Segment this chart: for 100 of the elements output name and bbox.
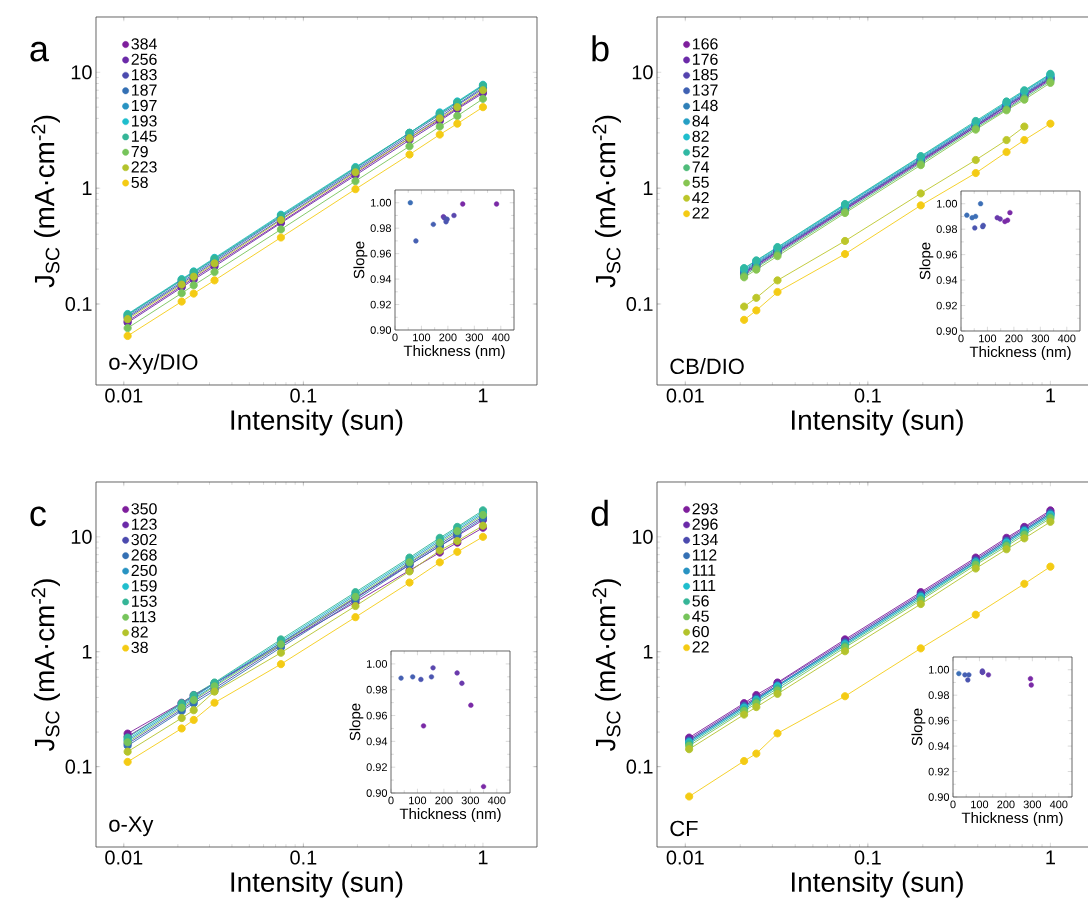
legend-label: 113 — [132, 611, 156, 623]
y-tick-label: 1 — [82, 181, 92, 195]
legend-label: 148 — [693, 99, 718, 112]
y-tick-label: 0.94 — [928, 742, 950, 750]
x-tick-label: 100 — [409, 796, 427, 805]
x-tick-label: 0 — [388, 796, 394, 805]
text: d — [591, 499, 608, 527]
y-tick-label: 10 — [71, 529, 92, 544]
legend-label: 22 — [692, 207, 709, 219]
y-axis-title: Slope — [911, 708, 926, 746]
legend-label: 145 — [132, 130, 157, 142]
y-axis-title: J$_{SC}$ (mA·cm$^{-2}$) — [31, 115, 60, 288]
y-tick-label: 0.1 — [626, 296, 653, 312]
y-tick-label: 1 — [643, 644, 653, 659]
legend-label: 58 — [131, 176, 148, 189]
x-tick-label: 100 — [413, 333, 431, 342]
x-tick-label: 300 — [1031, 334, 1050, 343]
x-axis-title: Intensity (sun) — [791, 409, 963, 436]
y-tick-label: 0.94 — [936, 276, 958, 284]
x-tick-label: 300 — [1023, 800, 1042, 809]
legend-label: 159 — [132, 580, 157, 592]
y-tick-label: 0.96 — [370, 249, 391, 258]
y-tick-label: 0.90 — [928, 793, 950, 801]
y-tick-label: 10 — [632, 529, 653, 544]
x-tick-label: 200 — [435, 796, 453, 805]
x-tick-label: 200 — [439, 333, 457, 342]
x-axis-title: Thickness (nm) — [961, 812, 1063, 827]
y-tick-label: 0.92 — [366, 763, 387, 772]
x-tick-label: 0.01 — [105, 388, 143, 403]
legend-label: 42 — [692, 191, 709, 204]
y-tick-label: 0.98 — [936, 225, 957, 234]
y-tick-label: 0.90 — [366, 789, 388, 797]
legend-label: 111 — [693, 580, 716, 591]
legend-label: 84 — [692, 115, 710, 127]
y-axis-title: Slope — [349, 703, 364, 741]
legend-label: 197 — [132, 99, 157, 112]
legend-label: 350 — [131, 503, 157, 515]
legend-label: 293 — [692, 503, 718, 515]
legend-label: 38 — [131, 641, 148, 654]
y-tick-label: 1.00 — [366, 660, 388, 668]
x-tick-label: 0 — [950, 800, 956, 809]
x-tick-label: 0 — [958, 334, 964, 343]
y-axis-title: Slope — [919, 242, 934, 280]
x-axis-title: Intensity (sun) — [791, 871, 963, 898]
legend-label: 302 — [131, 533, 157, 546]
legend-label: 256 — [131, 53, 157, 65]
y-tick-label: 0.92 — [936, 301, 957, 310]
legend-label: 82 — [131, 626, 148, 638]
annotation: CB/DIO — [670, 358, 744, 375]
legend-label: 82 — [692, 130, 709, 142]
x-tick-label: 400 — [491, 333, 510, 342]
x-axis-title: Thickness (nm) — [403, 345, 505, 360]
x-tick-label: 1 — [478, 850, 488, 865]
text: c — [30, 506, 46, 527]
legend-label: 22 — [692, 641, 709, 653]
x-tick-label: 200 — [1005, 334, 1023, 343]
legend-label: 187 — [132, 84, 157, 96]
x-tick-label: 1 — [478, 388, 488, 403]
x-tick-label: 300 — [461, 796, 480, 805]
y-tick-label: 1 — [82, 644, 92, 659]
x-tick-label: 0.01 — [666, 388, 704, 403]
y-tick-label: 0.94 — [370, 275, 392, 283]
y-axis-title: J$_{SC}$ (mA·cm$^{-2}$) — [592, 579, 621, 752]
legend-label: 55 — [692, 176, 709, 188]
legend-label: 384 — [131, 38, 157, 50]
annotation: CF — [670, 820, 698, 837]
text: a — [30, 41, 49, 62]
legend-label: 250 — [131, 564, 157, 577]
y-tick-label: 0.94 — [366, 737, 388, 746]
x-tick-label: 400 — [487, 796, 506, 805]
y-tick-label: 1.00 — [936, 199, 958, 208]
legend-label: 60 — [692, 625, 709, 638]
legend-label: 153 — [132, 595, 157, 607]
x-tick-label: 100 — [971, 800, 989, 809]
legend-label: 74 — [692, 161, 710, 173]
x-tick-label: 0 — [392, 333, 398, 342]
annotation: o-Xy — [109, 816, 154, 837]
x-tick-label: 1 — [1046, 850, 1055, 865]
x-axis-title: Thickness (nm) — [969, 346, 1071, 361]
y-tick-label: 0.98 — [366, 685, 387, 694]
x-axis-title: Intensity (sun) — [231, 871, 403, 898]
y-tick-label: 0.1 — [626, 759, 653, 774]
x-tick-label: 0.01 — [105, 850, 143, 865]
text: b — [592, 35, 609, 62]
y-tick-label: 1.00 — [928, 665, 950, 674]
y-tick-label: 0.92 — [928, 767, 949, 776]
y-axis-title: J$_{SC}$ (mA·cm$^{-2}$) — [592, 115, 621, 288]
y-tick-label: 0.96 — [936, 250, 957, 259]
x-tick-label: 0.1 — [290, 850, 317, 865]
legend-label: 137 — [693, 84, 718, 96]
y-tick-label: 0.1 — [65, 296, 92, 312]
legend-label: 223 — [131, 161, 157, 173]
legend-label: 193 — [132, 115, 157, 127]
y-tick-label: 10 — [71, 65, 92, 80]
y-axis-title: J$_{SC}$ (mA·cm$^{-2}$) — [31, 579, 60, 752]
x-tick-label: 200 — [997, 800, 1015, 809]
legend-label: 56 — [692, 595, 709, 607]
y-tick-label: 0.98 — [370, 224, 391, 233]
x-axis-title: Intensity (sun) — [231, 409, 403, 436]
y-tick-label: 1.00 — [370, 198, 392, 207]
